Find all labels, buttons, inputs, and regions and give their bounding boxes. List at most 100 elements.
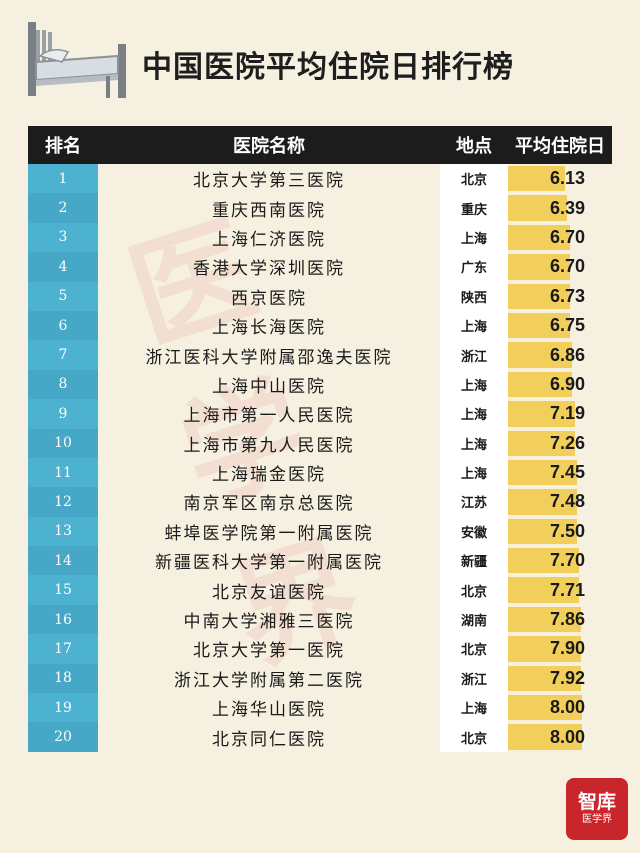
rank-cell: 19 [28,693,98,723]
avg-stay-bar [508,459,577,486]
rank-cell: 17 [28,634,98,664]
location-cell: 上海 [440,310,508,341]
avg-stay-value: 8.00 [550,697,586,718]
avg-stay-value: 8.00 [550,726,586,747]
avg-stay-value: 7.48 [550,491,586,512]
rank-cell: 10 [28,428,98,458]
rank-cell: 7 [28,340,98,370]
avg-stay-cell: 6.70 [508,222,612,253]
hospital-name-cell: 蚌埠医学院第一附属医院 [164,523,374,544]
hospital-name-cell: 北京大学第三医院 [193,171,345,192]
table-header: 排名 医院名称 地点 平均住院日 [28,126,612,164]
hospital-name-cell: 上海仁济医院 [212,229,326,250]
hospital-name-cell: 浙江医科大学附属邵逸夫医院 [145,347,393,368]
table-row: 16 中南大学湘雅三医院 湖南 7.86 [28,604,612,635]
rank-cell: 5 [28,281,98,311]
avg-stay-bar [508,489,578,515]
rank-cell: 18 [28,663,98,694]
avg-stay-bar [508,665,582,692]
table-row: 18 浙江大学附属第二医院 浙江 7.92 [28,663,612,694]
avg-stay-bar [508,166,565,192]
avg-stay-value: 6.86 [550,344,586,365]
avg-stay-cell: 6.13 [508,164,612,194]
table-row: 20 北京同仁医院 北京 8.00 [28,722,612,752]
avg-stay-cell: 6.73 [508,281,612,311]
avg-stay-cell: 6.75 [508,310,612,341]
avg-stay-value: 6.73 [550,285,586,306]
avg-stay-cell: 7.19 [508,399,612,429]
avg-stay-cell: 7.50 [508,516,612,547]
avg-stay-bar [508,401,575,427]
table-row: 13 蚌埠医学院第一附属医院 安徽 7.50 [28,516,612,547]
avg-stay-cell: 7.86 [508,604,612,635]
hospital-bed-icon [28,22,126,98]
location-cell: 陕西 [440,281,508,311]
table-row: 15 北京友谊医院 北京 7.71 [28,575,612,605]
avg-stay-cell: 8.00 [508,693,612,723]
rank-cell: 16 [28,604,98,635]
location-cell: 上海 [440,222,508,253]
hospital-name-cell: 南京军区南京总医院 [183,494,355,515]
avg-stay-cell: 8.00 [508,722,612,752]
column-header-avg-stay: 平均住院日 [515,136,605,157]
avg-stay-bar [508,606,581,633]
location-cell: 广东 [440,252,508,282]
page-title: 中国医院平均住院日排行榜 [142,50,514,85]
logo-line-1: 智库 [577,791,616,813]
table-row: 11 上海瑞金医院 上海 7.45 [28,457,612,488]
avg-stay-value: 6.90 [550,373,586,394]
rank-cell: 8 [28,369,98,400]
avg-stay-bar [508,548,580,574]
avg-stay-cell: 7.92 [508,663,612,694]
table-row: 19 上海华山医院 上海 8.00 [28,693,612,723]
column-header-name: 医院名称 [233,136,305,157]
avg-stay-bar [508,518,578,545]
rank-cell: 1 [28,164,98,194]
avg-stay-value: 6.70 [550,226,586,247]
location-cell: 上海 [440,369,508,400]
hospital-name-cell: 新疆医科大学第一附属医院 [155,553,383,574]
avg-stay-cell: 6.39 [508,193,612,223]
rank-cell: 12 [28,487,98,517]
avg-stay-cell: 6.86 [508,340,612,370]
avg-stay-value: 7.19 [550,403,586,424]
rank-cell: 3 [28,222,98,253]
hospital-name-cell: 北京大学第一医院 [193,641,345,662]
table-row: 6 上海长海医院 上海 6.75 [28,310,612,341]
hospital-name-cell: 上海长海医院 [212,318,326,339]
avg-stay-value: 7.45 [550,462,586,483]
table-body: 1 北京大学第三医院 北京 6.13 2 重庆西南医院 重庆 6.39 3 上海仁济医院 上海 6.7… [28,164,612,752]
hospital-name-cell: 西京医院 [231,288,307,309]
rank-cell: 2 [28,193,98,223]
avg-stay-cell: 7.48 [508,487,612,517]
hospital-name-cell: 上海市第一人民医院 [183,406,355,427]
hospital-name-cell: 上海中山医院 [212,376,326,397]
table-row: 4 香港大学深圳医院 广东 6.70 [28,252,612,282]
hospital-name-cell: 重庆西南医院 [212,200,326,221]
logo-line-2: 医学界 [582,814,612,825]
rank-cell: 20 [28,722,98,752]
column-header-location: 地点 [456,136,492,157]
rank-cell: 11 [28,457,98,488]
avg-stay-value: 6.13 [550,168,586,189]
hospital-name-cell: 香港大学深圳医院 [193,259,345,280]
table-row: 3 上海仁济医院 上海 6.70 [28,222,612,253]
rank-cell: 13 [28,516,98,547]
table-row: 5 西京医院 陕西 6.73 [28,281,612,311]
avg-stay-bar [508,430,576,456]
location-cell: 上海 [440,457,508,488]
column-header-rank: 排名 [45,136,81,157]
rank-cell: 6 [28,310,98,341]
location-cell: 重庆 [440,193,508,223]
table-row: 12 南京军区南京总医院 江苏 7.48 [28,487,612,517]
rank-cell: 4 [28,252,98,282]
rank-cell: 15 [28,575,98,605]
avg-stay-cell: 7.45 [508,457,612,488]
avg-stay-cell: 7.26 [508,428,612,458]
ranking-table: 排名 医院名称 地点 平均住院日 1 北京大学第三医院 北京 6.13 2 重庆西南医院重… [28,126,612,752]
hospital-name-cell: 北京同仁医院 [212,729,326,750]
location-cell: 安徽 [440,516,508,547]
hospital-name-cell: 上海华山医院 [212,700,326,721]
table-row: 8 上海中山医院 上海 6.90 [28,369,612,400]
avg-stay-cell: 6.70 [508,252,612,282]
